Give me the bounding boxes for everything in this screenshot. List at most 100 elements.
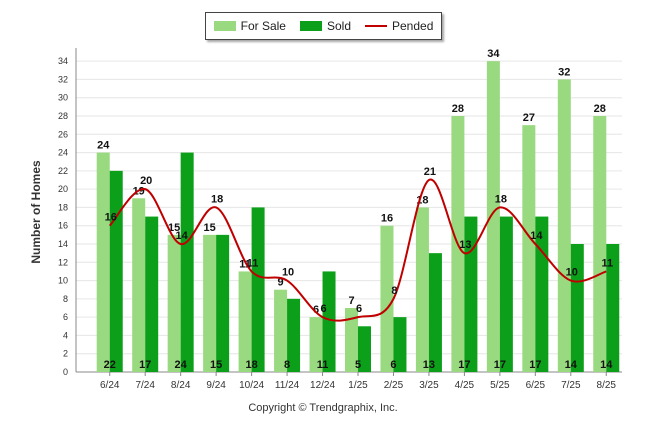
pended-value-label: 20 [140,175,152,187]
y-tick-label: 24 [58,148,68,158]
bar-sold [358,326,371,372]
pended-value-label: 16 [105,212,117,224]
for-sale-value-label: 6 [313,304,319,316]
y-tick-label: 10 [58,276,68,286]
y-tick-label: 18 [58,202,68,212]
bar-for-sale [167,234,181,372]
pended-value-label: 21 [424,166,436,178]
bar-for-sale [486,61,500,373]
pended-value-label: 10 [566,267,578,279]
for-sale-value-label: 28 [594,103,606,115]
x-tick-label: 11/24 [275,380,300,391]
sold-value-label: 18 [245,359,257,371]
sold-value-label: 17 [458,359,470,371]
legend-label-for-sale: For Sale [240,19,286,33]
pended-value-label: 14 [530,230,543,242]
pended-line [108,178,607,322]
bar-sold [428,253,442,372]
y-tick-label: 30 [58,93,68,103]
bar-for-sale [203,234,217,372]
legend-item-for-sale: For Sale [213,19,286,33]
pended-value-label: 6 [356,303,362,315]
for-sale-swatch-icon [213,21,236,31]
for-sale-value-label: 27 [523,112,535,124]
bar-sold [109,170,123,372]
sold-value-label: 11 [317,359,329,371]
x-tick-label: 12/24 [310,380,335,391]
sold-value-label: 13 [423,359,435,371]
pended-value-label: 18 [495,193,507,205]
sold-value-label: 17 [139,359,151,371]
bar-for-sale [415,207,429,372]
y-tick-label: 28 [58,111,68,121]
x-tick-label: 6/24 [100,380,120,391]
bar-sold [251,207,265,372]
sold-swatch-icon [299,21,322,31]
for-sale-value-label: 7 [348,295,354,307]
y-axis-label: Number of Homes [29,160,43,264]
pended-value-label: 13 [459,239,471,251]
y-tick-label: 20 [58,184,68,194]
y-tick-label: 34 [58,56,68,66]
y-tick-label: 22 [58,166,68,176]
bar-for-sale [238,271,252,372]
y-tick-label: 26 [58,129,68,139]
bar-for-sale [345,308,358,372]
y-tick-label: 0 [63,367,68,377]
for-sale-value-label: 9 [278,277,284,289]
for-sale-value-label: 15 [168,222,180,234]
x-tick-label: 3/25 [419,380,439,391]
for-sale-value-label: 24 [97,140,110,152]
pended-value-label: 6 [320,303,326,315]
bar-sold [216,234,230,372]
legend-label-sold: Sold [326,19,351,33]
y-tick-label: 2 [63,349,68,359]
for-sale-value-label: 32 [558,66,570,78]
for-sale-value-label: 11 [239,258,251,270]
sold-value-label: 24 [175,359,188,371]
legend-label-pended: Pended [392,19,434,33]
bar-for-sale [309,317,323,372]
y-tick-label: 14 [58,239,68,249]
for-sale-value-label: 34 [487,48,500,60]
sold-value-label: 6 [390,359,396,371]
y-tick-label: 4 [63,330,68,340]
for-sale-value-label: 28 [452,103,464,115]
pended-value-label: 14 [176,230,189,242]
y-tick-label: 32 [58,74,68,84]
bar-for-sale [274,289,288,372]
for-sale-value-label: 15 [204,222,216,234]
x-tick-label: 7/24 [135,380,155,391]
pended-value-label: 18 [211,193,223,205]
sold-value-label: 14 [600,359,613,371]
y-tick-label: 8 [63,294,68,304]
bar-for-sale [96,152,110,372]
for-sale-value-label: 16 [381,213,393,225]
x-tick-label: 10/24 [239,380,264,391]
bar-for-sale [593,116,607,372]
pended-value-label: 8 [391,285,397,297]
legend: For Sale Sold Pended [205,12,442,40]
x-tick-label: 9/24 [206,380,226,391]
x-tick-label: 4/25 [455,380,475,391]
sold-value-label: 14 [565,359,578,371]
x-tick-label: 6/25 [526,380,546,391]
pended-line-icon [365,25,387,27]
y-tick-label: 12 [58,257,68,267]
y-tick-label: 16 [58,221,68,231]
bar-sold [393,317,407,372]
bar-sold [145,216,159,372]
pended-value-label: 11 [247,257,259,269]
x-tick-label: 8/24 [171,380,191,391]
x-tick-label: 8/25 [597,380,617,391]
pended-value-label: 10 [282,267,294,279]
bar-for-sale [380,225,394,372]
x-tick-label: 7/25 [561,380,581,391]
legend-item-sold: Sold [299,19,351,33]
copyright-footer: Copyright © Trendgraphix, Inc. [248,402,398,414]
sold-value-label: 5 [355,359,361,371]
bar-sold [180,152,194,372]
sold-value-label: 17 [494,359,506,371]
pended-value-label: 11 [601,257,613,269]
